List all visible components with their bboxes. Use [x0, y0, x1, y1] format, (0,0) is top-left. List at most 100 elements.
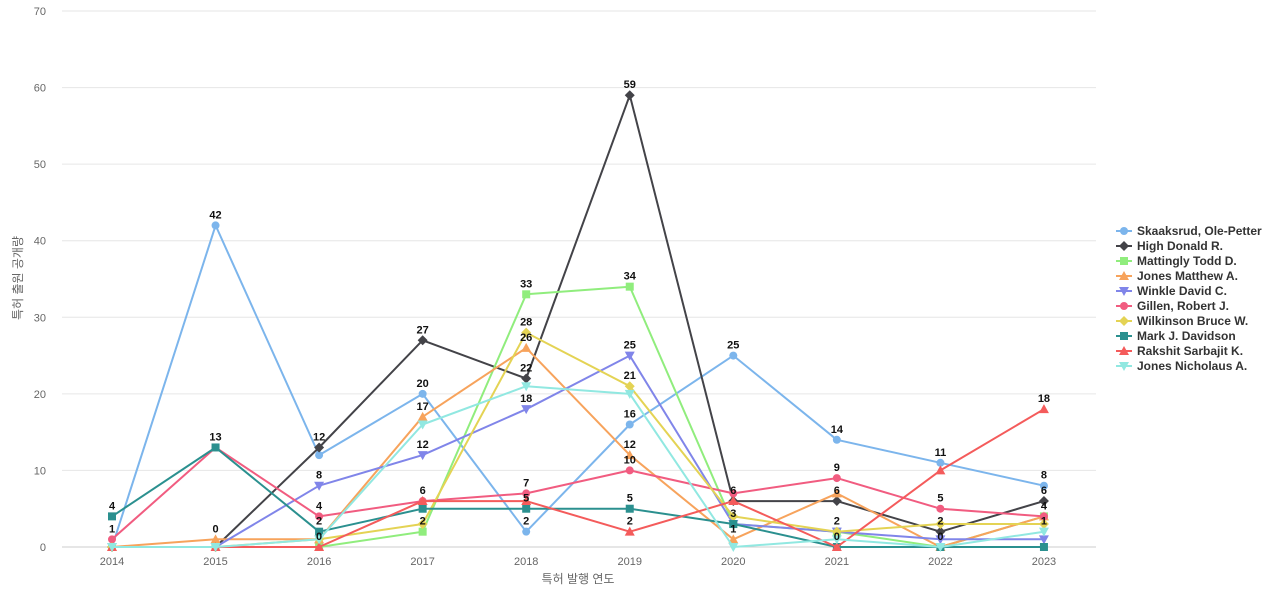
- series-8: [108, 443, 1048, 551]
- series-4: [107, 342, 1049, 551]
- legend-label: Mattingly Todd D.: [1137, 254, 1237, 268]
- data-point: [624, 526, 635, 536]
- data-point: [831, 488, 842, 498]
- legend-item[interactable]: Mark J. Davidson: [1116, 329, 1236, 343]
- legend-marker: [1119, 241, 1129, 251]
- legend-item[interactable]: Jones Nicholaus A.: [1116, 359, 1247, 373]
- legend-label: Mark J. Davidson: [1137, 329, 1236, 343]
- data-label: 25: [624, 340, 636, 352]
- data-label: 14: [831, 424, 844, 436]
- y-tick-label: 50: [34, 159, 46, 171]
- legend-item[interactable]: Mattingly Todd D.: [1116, 254, 1237, 268]
- y-tick-label: 40: [34, 236, 46, 248]
- x-axis-ticks: 2014 2015 2016 2017 2018 2019 2020 2021 2022 2023: [100, 556, 1056, 568]
- data-point: [625, 420, 634, 429]
- data-point: [624, 351, 635, 361]
- data-point: [729, 351, 738, 360]
- x-tick-label: 2023: [1032, 556, 1056, 568]
- data-point: [831, 496, 842, 507]
- legend-item[interactable]: Skaaksrud, Ole-Petter: [1116, 224, 1262, 238]
- data-label: 6: [420, 485, 426, 497]
- data-point: [314, 442, 325, 453]
- data-label: 7: [523, 477, 529, 489]
- data-point: [314, 481, 325, 491]
- data-point: [625, 504, 634, 513]
- data-point: [936, 458, 945, 467]
- data-point: [418, 504, 427, 513]
- data-point: [417, 335, 428, 346]
- data-point: [417, 519, 428, 530]
- data-point: [522, 504, 531, 513]
- data-point: [210, 534, 221, 544]
- data-point: [1039, 512, 1048, 521]
- data-point: [831, 535, 842, 545]
- data-point: [1038, 496, 1049, 507]
- data-label: 0: [212, 523, 218, 535]
- data-point: [625, 466, 634, 475]
- x-tick-label: 2016: [307, 556, 331, 568]
- x-tick-label: 2021: [825, 556, 849, 568]
- data-point: [417, 411, 428, 421]
- x-tick-label: 2018: [514, 556, 538, 568]
- data-labels: 4142130128420272017126233282622187525934…: [109, 79, 1050, 543]
- data-point: [521, 496, 532, 506]
- legend-item[interactable]: High Donald R.: [1116, 239, 1223, 253]
- data-label: 22: [520, 363, 532, 375]
- data-point: [522, 527, 531, 536]
- data-label: 1: [730, 523, 736, 535]
- series-line: [112, 354, 1044, 548]
- series-line: [112, 331, 1044, 548]
- data-label: 2: [937, 516, 943, 528]
- data-point: [935, 526, 946, 537]
- legend-item[interactable]: Winkle David C.: [1116, 284, 1227, 298]
- series-line: [111, 224, 1045, 548]
- data-point: [831, 542, 842, 551]
- legend-marker: [1119, 271, 1129, 280]
- data-point: [728, 511, 739, 522]
- data-point: [418, 527, 427, 536]
- data-label: 2: [316, 516, 322, 528]
- legend-item[interactable]: Jones Matthew A.: [1116, 269, 1238, 283]
- legend-label: Jones Nicholaus A.: [1137, 359, 1247, 373]
- data-label: 33: [520, 278, 532, 290]
- y-tick-label: 0: [40, 542, 46, 554]
- y-tick-label: 60: [34, 83, 46, 95]
- data-point: [417, 420, 428, 430]
- data-label: 27: [417, 324, 429, 336]
- data-label: 0: [834, 531, 840, 543]
- legend-label: Winkle David C.: [1137, 284, 1227, 298]
- data-label: 8: [1041, 470, 1047, 482]
- data-point: [728, 496, 739, 506]
- data-point: [211, 221, 220, 230]
- legend-item[interactable]: Rakshit Sarbajit K.: [1116, 344, 1243, 358]
- series-line: [111, 446, 1044, 548]
- legend-marker: [1119, 316, 1129, 326]
- data-label: 18: [1038, 393, 1050, 405]
- data-point: [521, 327, 532, 338]
- data-point: [935, 465, 946, 475]
- x-tick-label: 2020: [721, 556, 745, 568]
- series-group: [107, 90, 1049, 552]
- data-point: [1038, 404, 1049, 414]
- series-1: [108, 221, 1048, 551]
- x-tick-label: 2019: [618, 556, 642, 568]
- data-label: 13: [209, 431, 221, 443]
- legend-label: High Donald R.: [1137, 239, 1223, 253]
- data-point: [831, 526, 842, 537]
- legend-item[interactable]: Gillen, Robert J.: [1116, 299, 1229, 313]
- data-point: [521, 382, 532, 392]
- data-label: 59: [624, 79, 636, 91]
- data-label: 12: [313, 431, 325, 443]
- series-10: [107, 382, 1049, 552]
- x-axis-title: 특허 발행 연도: [542, 571, 615, 586]
- data-point: [832, 435, 841, 444]
- data-point: [107, 543, 117, 552]
- data-point: [935, 543, 946, 552]
- data-label: 2: [834, 516, 840, 528]
- series-line: [112, 94, 1045, 548]
- data-label: 16: [624, 408, 636, 420]
- legend-item[interactable]: Wilkinson Bruce W.: [1116, 314, 1248, 328]
- data-point: [418, 389, 427, 398]
- legend-marker: [1120, 302, 1128, 310]
- data-point: [729, 489, 738, 498]
